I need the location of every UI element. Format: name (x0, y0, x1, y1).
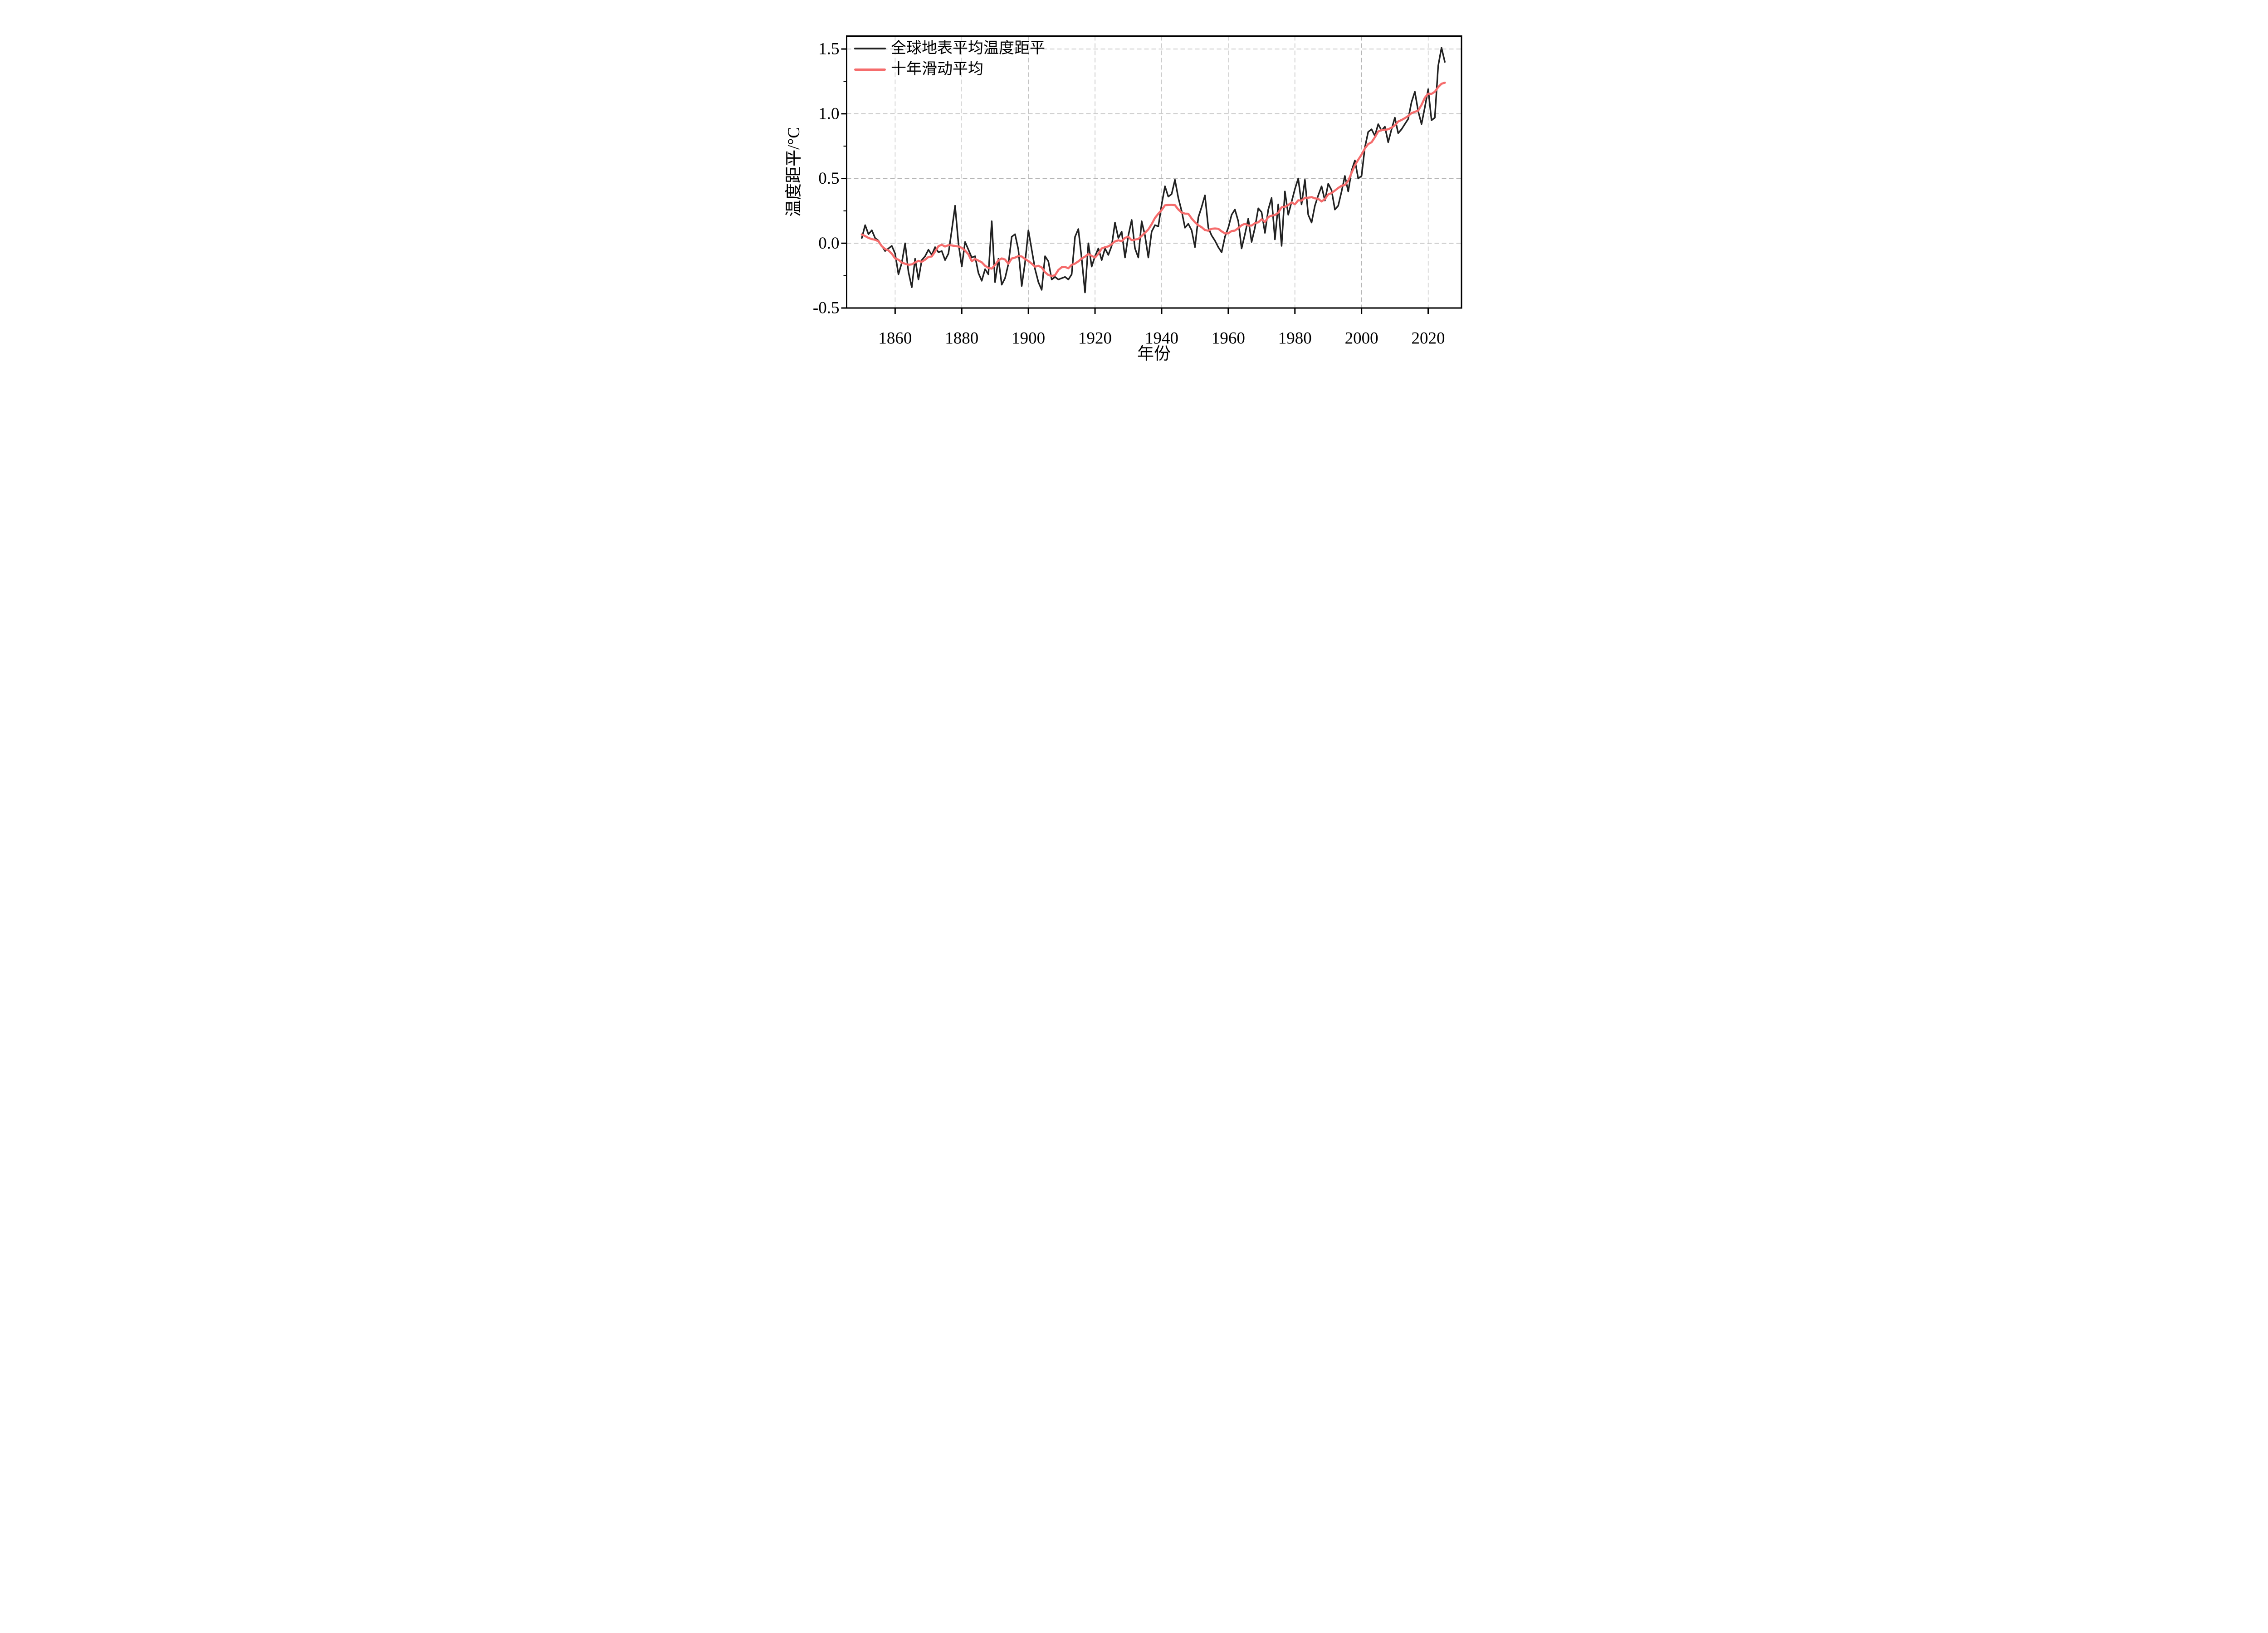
plot-frame (846, 35, 1462, 309)
x-tick-label: 2000 (1345, 329, 1378, 348)
y-tick-label: -0.5 (813, 299, 840, 318)
series-annual-anomaly-line (861, 47, 1446, 293)
legend-line-swatch-annual (854, 48, 886, 49)
x-tick-label: 1920 (1078, 329, 1112, 348)
x-tick-label: 1900 (1012, 329, 1045, 348)
legend: 全球地表平均温度距平 十年滑动平均 (854, 40, 1045, 78)
x-axis-title: 年份 (1137, 345, 1171, 363)
x-tick-label: 1880 (945, 329, 978, 348)
y-tick-label: 0.0 (818, 234, 839, 253)
legend-item-moving-average: 十年滑动平均 (854, 61, 1045, 78)
x-tick-label: 1940 (1145, 329, 1178, 348)
legend-line-swatch-moving-average (854, 68, 886, 71)
y-tick-label: 1.5 (818, 40, 839, 59)
series-moving-average-line (860, 82, 1446, 277)
x-tick-label: 1960 (1212, 329, 1245, 348)
legend-label-moving-average: 十年滑动平均 (891, 61, 983, 78)
x-tick-label: 2020 (1412, 329, 1445, 348)
y-tick-label: 1.0 (818, 104, 839, 123)
y-tick-label: 0.5 (818, 169, 839, 188)
temperature-anomaly-figure: 1860 1880 1900 1920 1940 1960 1980 2000 2020 -0.5… (771, 0, 1497, 363)
x-tick-label: 1980 (1278, 329, 1312, 348)
legend-item-annual: 全球地表平均温度距平 (854, 40, 1045, 57)
y-axis-title: 温度距平/°C (785, 127, 803, 217)
chart-canvas: 1860 1880 1900 1920 1940 1960 1980 2000 2020 -0.5… (813, 35, 1462, 348)
x-tick-label: 1860 (878, 329, 912, 348)
legend-label-annual: 全球地表平均温度距平 (891, 40, 1045, 57)
